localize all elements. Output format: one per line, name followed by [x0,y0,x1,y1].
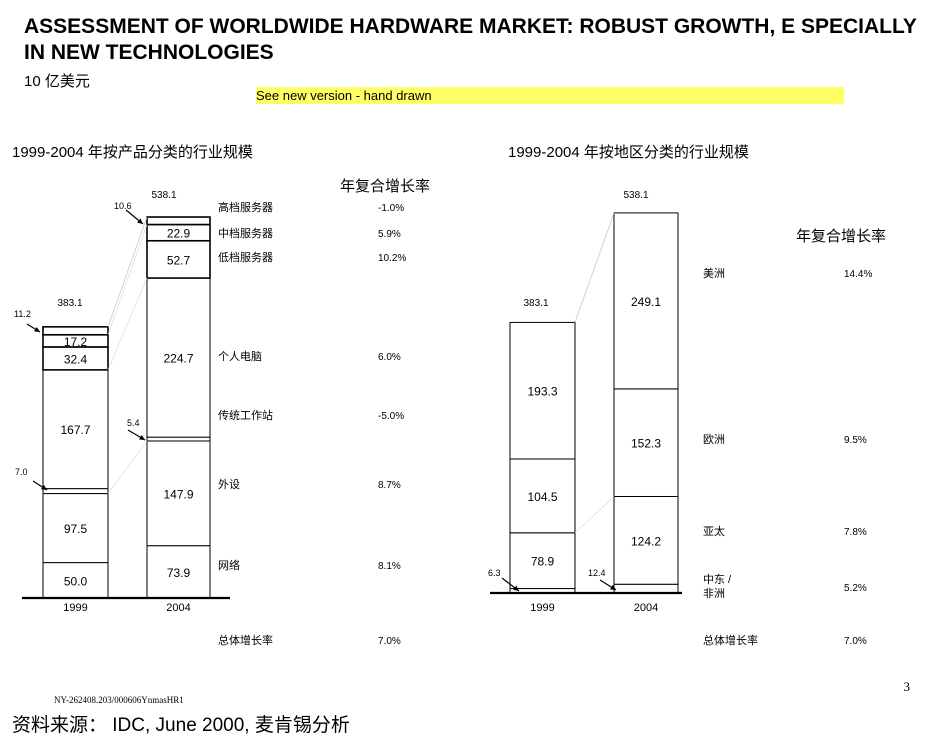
product-series-name-4: 低档服务器 [218,250,273,264]
product-connector-1 [107,440,148,494]
region-category-2004: 2004 [634,602,658,614]
region-series-cagr-1: 7.8% [844,527,867,538]
product-growth-label: 总体增长率 [218,633,273,647]
region-bar-2004-segment-3 [613,212,679,390]
region-series-name-0: 中东 / [703,573,732,586]
region-bar-1999-segment-3 [509,321,576,460]
product-series-cagr-0: 8.1% [378,561,401,572]
region-series-cagr-2: 9.5% [844,435,867,446]
region-category-1999: 1999 [530,602,554,614]
region-callout-label-0-0: 6.3 [488,568,501,578]
region-series-cagr-3: 14.4% [844,269,872,280]
product-callout-label-2-1: 5.4 [127,418,140,428]
region-connector-top [574,212,615,323]
region-bar-1999-segment-2 [509,458,576,534]
product-connector-top [107,216,148,327]
product-bar-2004-label-1: 147.9 [163,487,193,501]
product-series-name-1: 外设 [218,478,240,491]
product-bar-2004-segment-2 [146,436,211,442]
region-series-name-2: 欧洲 [703,433,725,446]
region-bar-1999-label-1: 78.9 [531,555,555,569]
region-chart-title: 1999-2004 年按地区分类的行业规模 [508,144,749,161]
region-series-name-0-line2: 非洲 [703,587,725,600]
product-total-1999: 383.1 [57,298,82,309]
region-series-name-1: 亚太 [703,525,725,538]
product-callout-arrow-2-1-head [139,435,145,440]
product-callout-arrow-6-0-head [34,326,40,332]
region-growth-label: 总体增长率 [703,633,758,647]
product-callout-arrow-6-1-head [137,218,143,224]
region-growth-value: 7.0% [844,636,867,647]
product-series-cagr-1: 8.7% [378,480,401,491]
region-bar-2004-segment-2 [613,388,679,497]
product-callout-label-6-0: 11.2 [14,309,31,319]
revision-note: See new version - hand drawn [256,87,844,104]
revision-note-text: See new version - hand drawn [256,88,432,103]
page-number: 3 [903,679,911,694]
product-bar-2004-label-5: 22.9 [167,227,191,241]
product-bar-2004-segment-3 [146,277,211,438]
product-series-cagr-6: -1.0% [378,203,404,214]
region-cagr-header: 年复合增长率 [796,227,886,245]
product-bar-1999-segment-2 [42,488,109,495]
product-series-name-5: 中档服务器 [218,226,273,240]
region-bar-2004-label-3: 249.1 [631,295,661,309]
product-bar-2004-segment-4 [146,239,211,279]
product-connector-3 [107,277,148,371]
product-series-name-2: 传统工作站 [218,408,273,422]
region-connector-1 [574,496,615,534]
product-series-name-3: 个人电脑 [218,350,262,363]
product-category-1999: 1999 [63,602,87,614]
region-bar-2004-segment-1 [613,495,679,585]
product-callout-label-2-0: 7.0 [15,467,28,477]
product-growth-value: 7.0% [378,636,401,647]
product-callout-label-6-1: 10.6 [114,201,132,211]
page-title: ASSESSMENT OF WORLDWIDE HARDWARE MARKET:… [24,15,917,64]
region-series-cagr-0: 5.2% [844,583,867,594]
product-bar-2004-label-4: 52.7 [167,253,191,267]
product-bar-1999-label-0: 50.0 [64,574,88,588]
region-series-name-3: 美洲 [703,267,725,280]
product-series-cagr-3: 6.0% [378,352,401,363]
region-bar-1999-segment-1 [509,532,576,590]
region-total-1999: 383.1 [523,298,548,309]
unit-label: 10 亿美元 [24,73,90,90]
region-bar-2004-segment-0 [613,583,679,594]
product-bar-1999-label-1: 97.5 [64,522,88,536]
product-bar-1999-label-3: 167.7 [60,423,90,437]
product-bar-1999-segment-0 [42,562,109,599]
product-bar-2004-label-3: 224.7 [163,352,193,366]
product-bar-2004-label-0: 73.9 [167,566,191,580]
region-callout-label-0-1: 12.4 [588,568,606,578]
region-bar-1999-label-3: 193.3 [527,385,557,399]
product-series-name-6: 高档服务器 [218,200,273,214]
document-id: NY-262408.203/000606YnmasHR1 [54,695,184,705]
product-category-2004: 2004 [166,602,190,614]
product-connector-5 [107,224,148,335]
region-callout-arrow-0-0-head [513,585,519,591]
product-bar-1999-label-4: 32.4 [64,352,88,366]
product-series-name-0: 网络 [218,558,240,572]
product-bar-2004-segment-0 [146,545,211,599]
region-total-2004: 538.1 [623,190,648,201]
product-bar-1999-segment-1 [42,493,109,564]
region-bar-2004-label-1: 124.2 [631,534,661,548]
product-callout-arrow-2-0-head [41,484,47,490]
product-series-cagr-5: 5.9% [378,229,401,240]
region-callout-arrow-0-1-head [610,584,616,590]
product-total-2004: 538.1 [151,190,176,201]
product-series-cagr-2: -5.0% [378,411,404,422]
region-bar-2004-label-2: 152.3 [631,437,661,451]
region-bar-1999-label-2: 104.5 [527,490,557,504]
product-bar-2004-segment-6 [146,216,211,226]
source-note: 资料来源： IDC, June 2000, 麦肯锡分析 [12,715,350,736]
product-bar-1999-label-5: 17.2 [64,335,88,349]
product-cagr-header: 年复合增长率 [340,177,430,195]
product-series-cagr-4: 10.2% [378,253,406,264]
product-bar-1999-segment-6 [42,326,109,336]
product-bar-1999-segment-3 [42,369,109,490]
product-chart-title: 1999-2004 年按产品分类的行业规模 [12,144,253,161]
